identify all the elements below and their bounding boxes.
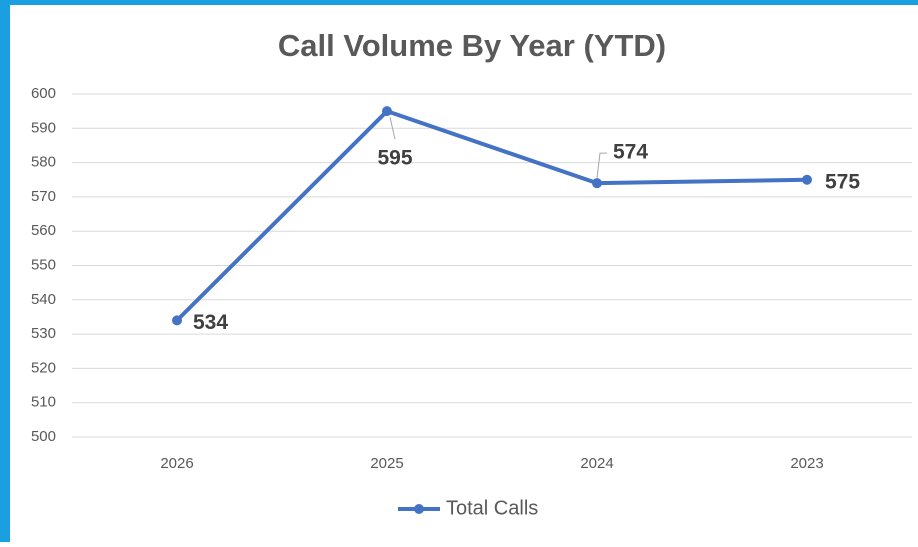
y-tick-label: 560 bbox=[31, 222, 56, 239]
y-tick-label: 520 bbox=[31, 359, 56, 376]
data-label: 575 bbox=[825, 170, 860, 193]
x-tick-label: 2023 bbox=[790, 455, 823, 472]
legend-label: Total Calls bbox=[446, 497, 538, 519]
x-tick-label: 2025 bbox=[370, 455, 403, 472]
line bbox=[175, 108, 808, 322]
x-tick-label: 2024 bbox=[580, 455, 613, 472]
chart-title: Call Volume By Year (YTD) bbox=[278, 28, 666, 63]
y-tick-label: 530 bbox=[31, 325, 56, 342]
data-label: 534 bbox=[193, 311, 228, 334]
y-tick-label: 580 bbox=[31, 154, 56, 171]
y-tick-label: 570 bbox=[31, 188, 56, 205]
leader-line bbox=[596, 152, 607, 179]
point bbox=[592, 178, 602, 189]
y-tick-label: 590 bbox=[31, 119, 56, 136]
y-tick-label: 600 bbox=[31, 85, 56, 102]
y-tick-label: 500 bbox=[31, 428, 56, 445]
point bbox=[172, 315, 182, 326]
leader-line bbox=[389, 117, 396, 140]
point bbox=[802, 174, 812, 185]
x-tick-label: 2026 bbox=[160, 455, 193, 472]
y-tick-label: 550 bbox=[31, 256, 56, 273]
y-tick-label: 510 bbox=[31, 394, 56, 411]
data-label: 574 bbox=[613, 141, 648, 164]
legend-marker bbox=[414, 504, 424, 514]
y-tick-label: 540 bbox=[31, 291, 56, 308]
data-label: 595 bbox=[377, 147, 412, 170]
point bbox=[382, 106, 392, 117]
chart-area bbox=[10, 5, 918, 542]
